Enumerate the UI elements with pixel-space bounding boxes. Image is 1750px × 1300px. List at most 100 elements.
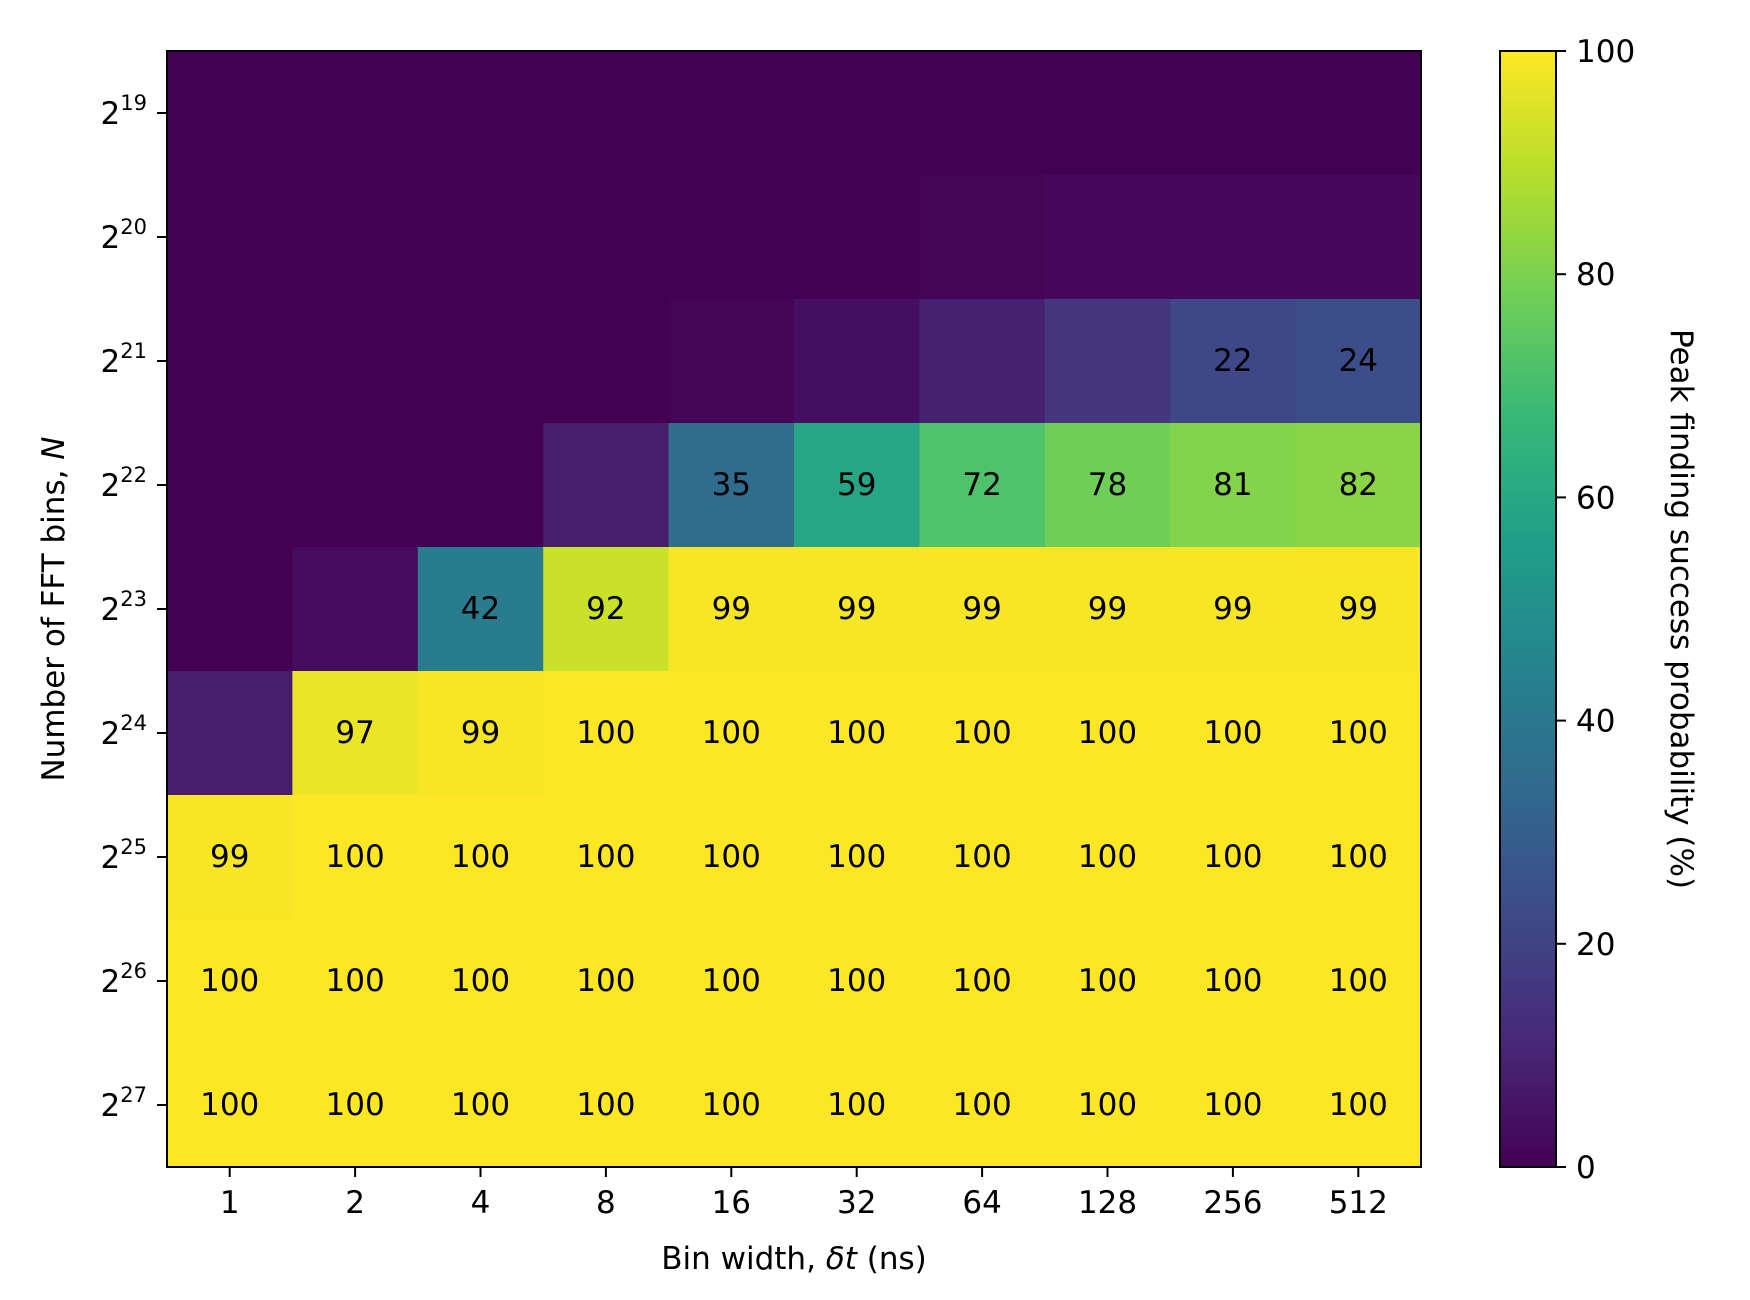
- cell-value-label: 99: [712, 591, 751, 627]
- heatmap-cell: [1295, 175, 1422, 300]
- cell-value-label: 100: [326, 963, 385, 999]
- y-axis-title: Number of FFT bins, N: [36, 436, 72, 781]
- cell-value-label: 100: [702, 1087, 761, 1123]
- y-tick-label: 223: [101, 587, 147, 628]
- cell-value-label: 100: [1329, 1087, 1388, 1123]
- heatmap-cell: [1044, 51, 1171, 176]
- heatmap-cell: [919, 423, 1046, 548]
- x-axis-title-prefix: Bin width,: [661, 1241, 826, 1277]
- heatmap-cell: [794, 671, 920, 796]
- heatmap-cell: [919, 1043, 1046, 1168]
- heatmap-cell: [794, 423, 920, 548]
- colorbar-title: Peak finding success probability (%): [1663, 329, 1699, 889]
- y-tick-label: 225: [101, 835, 147, 876]
- heatmap-cell: [919, 547, 1046, 672]
- y-tick-label: 224: [101, 711, 147, 752]
- heatmap-cell: [292, 1043, 419, 1168]
- heatmap-cell: [919, 299, 1046, 424]
- heatmap-cell: [919, 671, 1046, 796]
- cell-value-label: 81: [1213, 467, 1252, 503]
- y-tick-label: 222: [101, 463, 147, 504]
- cell-value-label: 100: [1078, 715, 1137, 751]
- x-axis-title-symbol: δt: [826, 1241, 859, 1277]
- x-tick-label: 4: [471, 1185, 491, 1221]
- cell-value-label: 100: [451, 1087, 510, 1123]
- y-tick-base: 2: [101, 716, 121, 752]
- heatmap-cell: [543, 547, 670, 672]
- cell-value-label: 100: [827, 715, 886, 751]
- cell-value-label: 72: [962, 467, 1001, 503]
- x-tick-label: 128: [1078, 1185, 1137, 1221]
- heatmap-cell: [1044, 671, 1171, 796]
- heatmap-cell: [417, 423, 544, 548]
- y-tick-label: 219: [101, 91, 147, 132]
- x-tick-label: 1: [220, 1185, 240, 1221]
- heatmap-cell: [1295, 795, 1422, 920]
- cell-value-label: 100: [326, 1087, 385, 1123]
- heatmap-cell: [668, 175, 795, 300]
- y-tick-exponent: 19: [120, 91, 147, 115]
- heatmap-cell: [1170, 547, 1297, 672]
- y-tick-base: 2: [101, 344, 121, 380]
- colorbar-tick-label: 100: [1576, 34, 1635, 70]
- x-axis-title-suffix: (ns): [857, 1241, 927, 1277]
- heatmap-cell: [167, 919, 293, 1044]
- y-tick-exponent: 27: [120, 1083, 147, 1107]
- cell-value-label: 97: [335, 715, 374, 751]
- x-tick-label: 8: [596, 1185, 616, 1221]
- heatmap-cell: [1295, 919, 1422, 1044]
- heatmap-cell: [292, 175, 419, 300]
- colorbar-tick-label: 60: [1576, 480, 1615, 516]
- y-axis-title-prefix: Number of FFT bins,: [36, 460, 72, 782]
- heatmap-cell: [167, 299, 293, 424]
- heatmap-cells: [167, 51, 1422, 1168]
- cell-value-label: 99: [962, 591, 1001, 627]
- colorbar-gradient: [1499, 50, 1557, 1168]
- heatmap-cell: [1170, 671, 1297, 796]
- heatmap-cell: [417, 51, 544, 176]
- heatmap-cell: [417, 547, 544, 672]
- cell-value-label: 100: [1329, 715, 1388, 751]
- heatmap-cell: [1044, 1043, 1171, 1168]
- heatmap-cell: [794, 795, 920, 920]
- heatmap-cell: [1044, 175, 1171, 300]
- heatmap-cell: [167, 423, 293, 548]
- heatmap-cell: [668, 1043, 795, 1168]
- heatmap-cell: [919, 51, 1046, 176]
- y-tick-base: 2: [101, 1088, 121, 1124]
- cell-value-label: 100: [576, 1087, 635, 1123]
- cell-value-label: 100: [576, 839, 635, 875]
- heatmap-cell: [668, 671, 795, 796]
- heatmap-cell: [794, 299, 920, 424]
- y-tick-label: 221: [101, 339, 147, 380]
- cell-value-label: 100: [1203, 1087, 1262, 1123]
- heatmap-cell: [167, 671, 293, 796]
- heatmap-cell: [794, 51, 920, 176]
- x-tick-label: 16: [712, 1185, 751, 1221]
- heatmap-cell: [1170, 423, 1297, 548]
- x-tick-label: 64: [962, 1185, 1001, 1221]
- cell-value-label: 100: [953, 963, 1012, 999]
- heatmap-cell: [668, 795, 795, 920]
- y-tick-base: 2: [101, 592, 121, 628]
- cell-value-label: 82: [1339, 467, 1378, 503]
- heatmap-cell: [417, 671, 544, 796]
- x-tick-label: 512: [1329, 1185, 1388, 1221]
- cell-value-label: 100: [1329, 963, 1388, 999]
- heatmap-cell: [1044, 795, 1171, 920]
- heatmap-cell: [167, 175, 293, 300]
- heatmap-cell: [417, 919, 544, 1044]
- cell-value-label: 100: [1078, 1087, 1137, 1123]
- cell-value-label: 99: [461, 715, 500, 751]
- heatmap-cell: [543, 795, 670, 920]
- colorbar-tick-label: 0: [1576, 1150, 1596, 1186]
- heatmap-cell: [543, 423, 670, 548]
- y-tick-exponent: 24: [120, 711, 147, 735]
- heatmap-cell: [543, 919, 670, 1044]
- y-tick-label: 220: [101, 215, 147, 256]
- cell-value-label: 100: [827, 839, 886, 875]
- heatmap-cell: [1170, 175, 1297, 300]
- colorbar-tick-label: 80: [1576, 257, 1615, 293]
- cell-value-label: 99: [1088, 591, 1127, 627]
